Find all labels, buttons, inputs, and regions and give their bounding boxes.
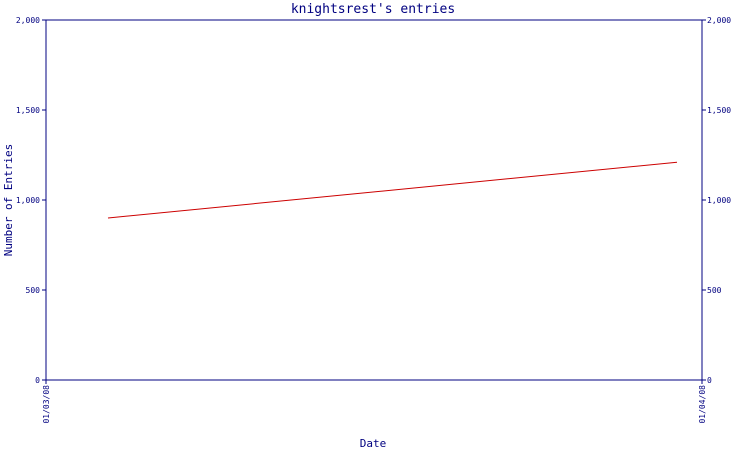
y-tick-label-right: 1,000 — [707, 196, 731, 205]
y-tick-label-right: 500 — [707, 286, 722, 295]
y-axis-left: 0 500 1,000 1,500 2,000 — [16, 16, 46, 385]
x-axis: 01/03/08 01/04/08 — [42, 380, 707, 424]
series-line — [107, 161, 678, 219]
x-tick-label: 01/03/08 — [42, 385, 51, 424]
y-tick-label-left: 1,000 — [16, 196, 40, 205]
y-tick-label-left: 1,500 — [16, 106, 40, 115]
x-tick-label: 01/04/08 — [698, 385, 707, 424]
y-tick-label-right: 2,000 — [707, 16, 731, 25]
series-layer — [107, 161, 678, 219]
y-axis-right: 0 500 1,000 1,500 2,000 — [702, 16, 731, 385]
y-tick-label-right: 1,500 — [707, 106, 731, 115]
chart-title: knightsrest's entries — [291, 2, 455, 17]
y-tick-label-right: 0 — [707, 376, 712, 385]
plot-area — [45, 19, 703, 381]
plot-frame — [45, 19, 703, 381]
y-tick-label-left: 0 — [35, 376, 40, 385]
x-axis-title: Date — [360, 437, 387, 450]
y-tick-label-left: 500 — [26, 286, 41, 295]
y-tick-label-left: 2,000 — [16, 16, 40, 25]
y-axis-title: Number of Entries — [2, 144, 15, 257]
